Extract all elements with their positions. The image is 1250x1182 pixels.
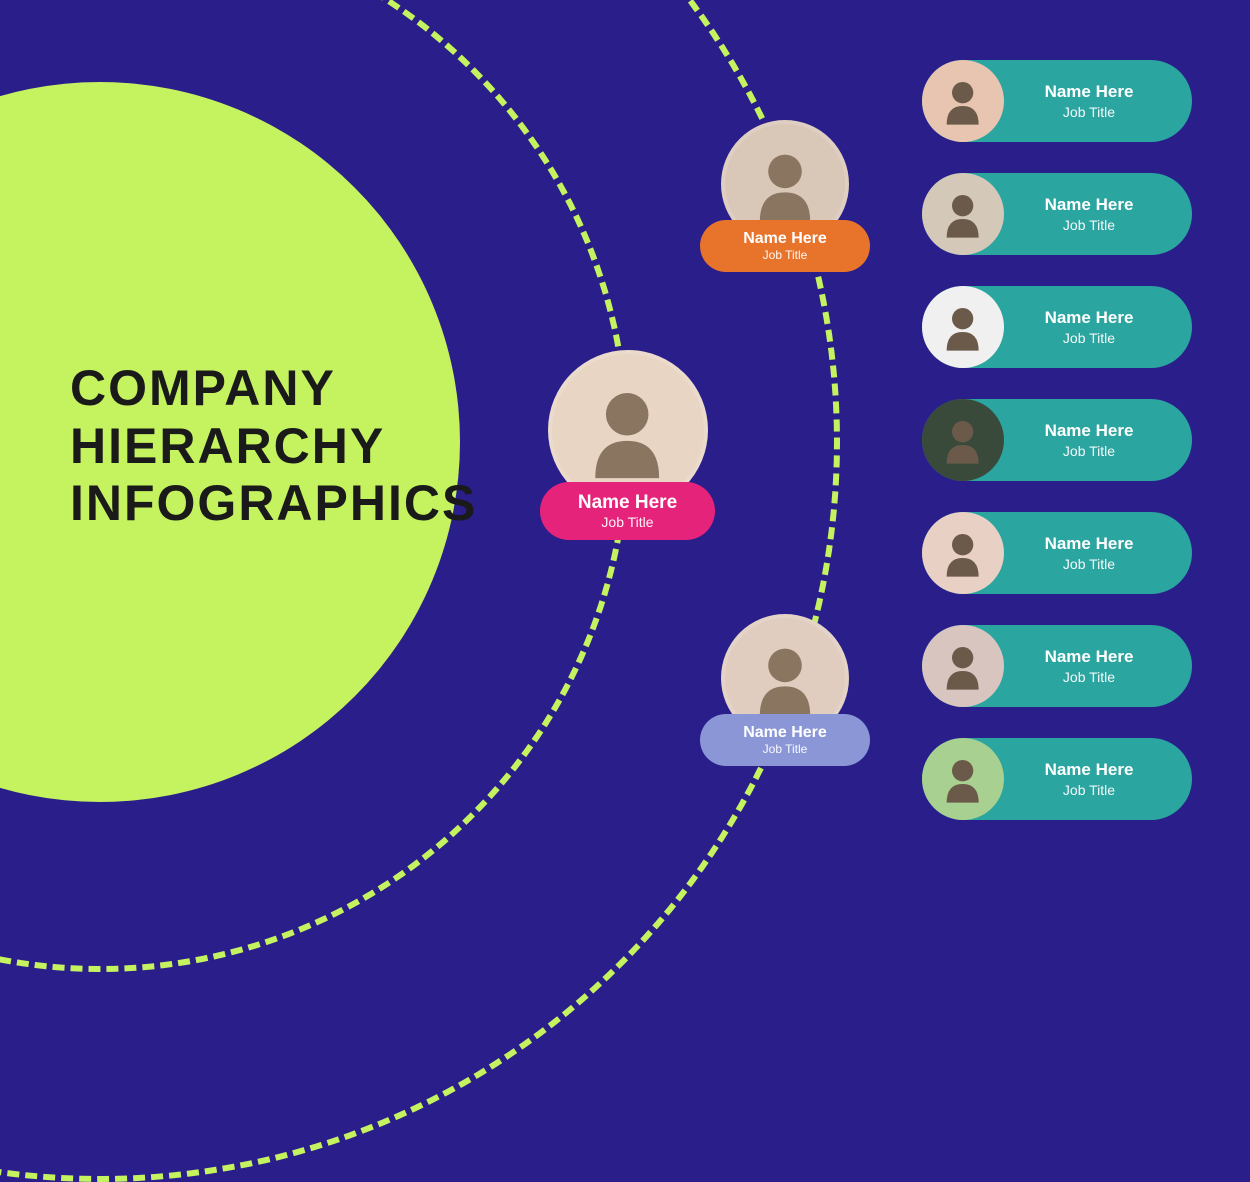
person-label-pill: Name HereJob Title xyxy=(700,220,870,272)
team-member-card: Name Here Job Title xyxy=(922,286,1192,368)
person-job-title: Job Title xyxy=(728,248,842,262)
team-member-card: Name Here Job Title xyxy=(922,399,1192,481)
person-info: Name Here Job Title xyxy=(1004,308,1192,346)
person-name: Name Here xyxy=(1004,195,1174,215)
avatar xyxy=(922,286,1004,368)
avatar xyxy=(922,625,1004,707)
person-name: Name Here xyxy=(728,230,842,248)
avatar xyxy=(922,399,1004,481)
person-job-title: Job Title xyxy=(1004,556,1174,572)
person-name: Name Here xyxy=(1004,534,1174,554)
person-job-title: Job Title xyxy=(1004,782,1174,798)
hierarchy-card-level-2: Name HereJob Title xyxy=(700,614,870,766)
title-line-3: INFOGRAPHICS xyxy=(70,475,477,533)
team-member-card: Name Here Job Title xyxy=(922,512,1192,594)
person-name: Name Here xyxy=(728,724,842,742)
team-member-card: Name Here Job Title xyxy=(922,738,1192,820)
team-member-card: Name Here Job Title xyxy=(922,60,1192,142)
team-member-card: Name Here Job Title xyxy=(922,625,1192,707)
page-title: COMPANY HIERARCHY INFOGRAPHICS xyxy=(70,360,477,533)
person-name: Name Here xyxy=(1004,308,1174,328)
avatar xyxy=(922,512,1004,594)
hierarchy-card-level-1: Name HereJob Title xyxy=(540,350,715,540)
avatar xyxy=(922,738,1004,820)
team-member-card: Name Here Job Title xyxy=(922,173,1192,255)
person-info: Name Here Job Title xyxy=(1004,195,1192,233)
person-job-title: Job Title xyxy=(728,742,842,756)
title-line-1: COMPANY xyxy=(70,360,477,418)
person-info: Name Here Job Title xyxy=(1004,760,1192,798)
hierarchy-card-level-2: Name HereJob Title xyxy=(700,120,870,272)
person-job-title: Job Title xyxy=(1004,217,1174,233)
person-info: Name Here Job Title xyxy=(1004,647,1192,685)
person-info: Name Here Job Title xyxy=(1004,82,1192,120)
person-label-pill: Name HereJob Title xyxy=(700,714,870,766)
person-name: Name Here xyxy=(1004,647,1174,667)
person-job-title: Job Title xyxy=(1004,104,1174,120)
title-line-2: HIERARCHY xyxy=(70,418,477,476)
person-info: Name Here Job Title xyxy=(1004,421,1192,459)
person-name: Name Here xyxy=(1004,82,1174,102)
person-job-title: Job Title xyxy=(1004,330,1174,346)
person-job-title: Job Title xyxy=(568,514,687,530)
person-name: Name Here xyxy=(568,492,687,514)
person-name: Name Here xyxy=(1004,421,1174,441)
avatar xyxy=(922,60,1004,142)
person-job-title: Job Title xyxy=(1004,669,1174,685)
person-label-pill: Name HereJob Title xyxy=(540,482,715,540)
person-info: Name Here Job Title xyxy=(1004,534,1192,572)
avatar xyxy=(922,173,1004,255)
person-job-title: Job Title xyxy=(1004,443,1174,459)
person-name: Name Here xyxy=(1004,760,1174,780)
